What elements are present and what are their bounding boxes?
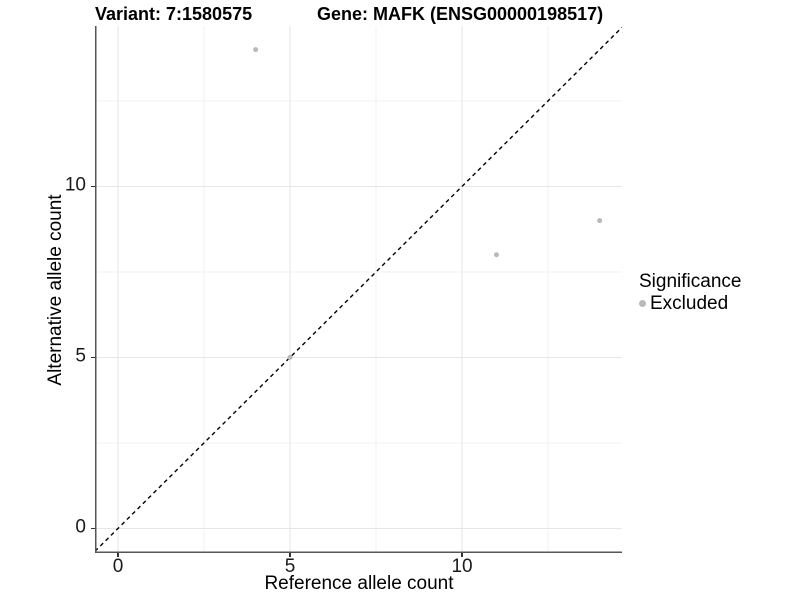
y-tick-label: 5 [75, 345, 86, 367]
legend-point-icon [639, 300, 646, 307]
x-tick-label: 0 [112, 556, 124, 577]
y-tick-mark [91, 185, 95, 188]
x-axis-title: Reference allele count [264, 573, 454, 594]
plot-panel [95, 26, 622, 553]
legend-title: Significance [639, 271, 742, 292]
identity-line [95, 26, 622, 552]
data-point [253, 47, 259, 53]
legend-label: Excluded [650, 292, 729, 314]
y-tick-mark [91, 527, 95, 530]
legend-items: Excluded [637, 292, 741, 314]
x-tick-mark [289, 553, 291, 557]
x-tick-label: 10 [451, 556, 473, 577]
data-point [287, 354, 293, 360]
data-point [493, 252, 499, 258]
y-tick-label: 0 [75, 516, 86, 538]
variant-title: Variant: 7:1580575 [95, 4, 253, 24]
y-tick-label: 10 [64, 174, 86, 196]
legend-item: Excluded [637, 292, 741, 314]
y-tick-mark [91, 356, 95, 359]
x-tick-mark [461, 553, 463, 557]
scatter-plot [95, 26, 622, 553]
gene-title: Gene: MAFK (ENSG00000198517) [317, 4, 604, 24]
x-tick-mark [117, 553, 119, 557]
x-tick-label: 5 [284, 556, 296, 577]
legend: Significance Excluded [637, 271, 742, 314]
data-point [597, 218, 603, 224]
